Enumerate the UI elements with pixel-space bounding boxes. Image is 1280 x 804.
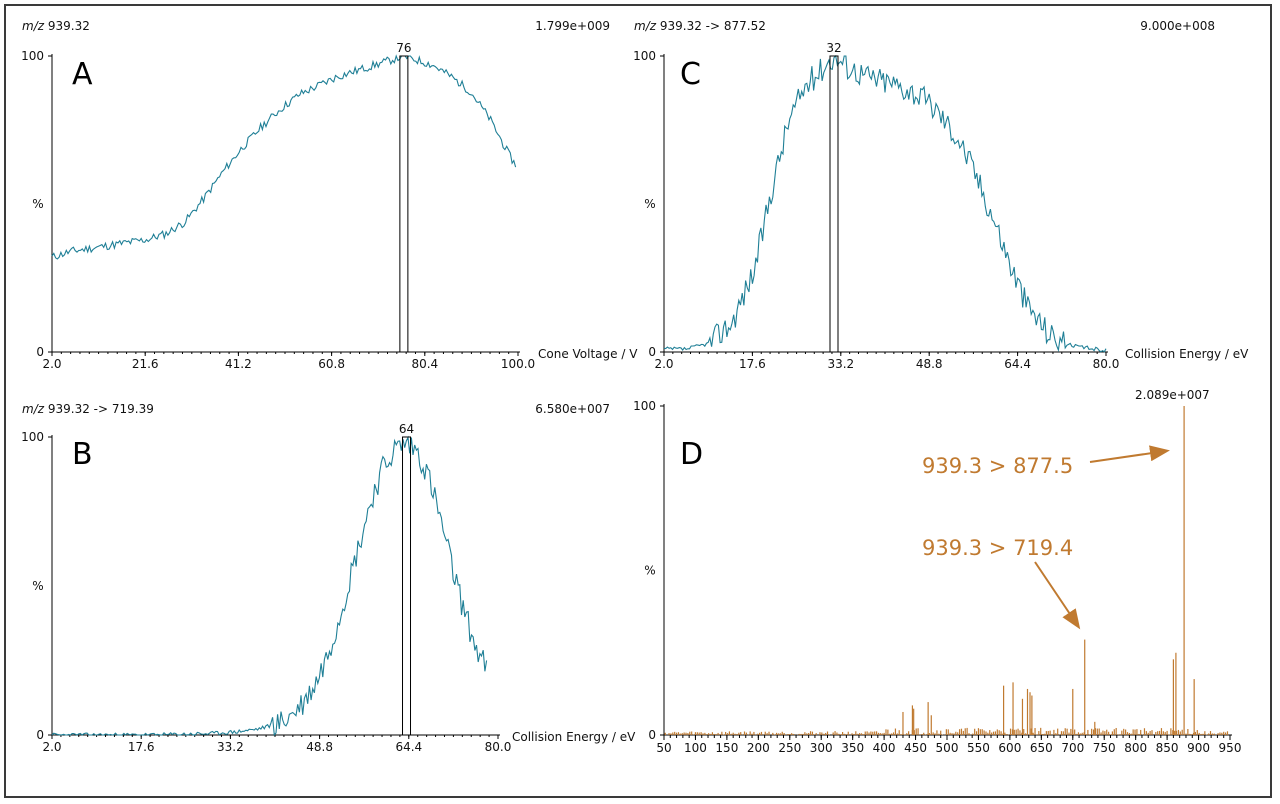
- chart-header-value: 939.32 -> 877.52: [656, 19, 766, 33]
- chart-header-title: m/z 939.32 -> 719.39: [22, 402, 154, 416]
- annotation-transition-877: 939.3 > 877.5: [922, 454, 1073, 478]
- peak-selection-box: [829, 55, 839, 353]
- y-tick-label: 100: [21, 49, 44, 63]
- chart-panel-b: m/z 939.32 -> 719.39 6.580e+007 B 0 100% 2.0 1…: [21, 402, 636, 754]
- x-tick-label: 850: [1156, 741, 1179, 755]
- series-trace: [663, 54, 1107, 353]
- x-tick-label: 80.0: [485, 740, 512, 754]
- y-tick-label: 0: [648, 728, 656, 742]
- y-axis-label: %: [32, 197, 43, 211]
- mz-label: m/z: [634, 19, 657, 33]
- chart-header-title: m/z 939.32 -> 877.52: [634, 19, 766, 33]
- x-tick-label: 100: [684, 741, 707, 755]
- peak-selection-box: [399, 55, 409, 353]
- mz-label: m/z: [22, 402, 45, 416]
- x-tick-label: 64.4: [1004, 357, 1031, 371]
- x-tick-label: 550: [967, 741, 990, 755]
- chart-panel-d: 2.089e+007 D 0 100% 50 100 150 200 250 300 350 400 4…: [633, 388, 1241, 755]
- peak-label: 32: [826, 41, 841, 55]
- chart-panel-c: m/z 939.32 -> 877.52 9.000e+008 C 0 100% 2.0 1…: [633, 19, 1249, 371]
- y-axis-label: %: [644, 197, 655, 211]
- x-tick-label: 50: [656, 741, 671, 755]
- panel-letter: A: [72, 57, 93, 92]
- annotation-arrow-719: [1034, 561, 1081, 630]
- peak-label: 64: [399, 422, 414, 436]
- mz-label: m/z: [22, 19, 45, 33]
- chart-intensity-label: 2.089e+007: [1135, 388, 1210, 402]
- x-tick-label: 350: [841, 741, 864, 755]
- y-axis-label: %: [32, 579, 43, 593]
- x-axis-label: Collision Energy / eV: [1125, 347, 1249, 361]
- x-tick-label: 650: [1030, 741, 1053, 755]
- y-tick-label: 100: [21, 430, 44, 444]
- series-trace: [51, 435, 488, 737]
- x-tick-label: 2.0: [654, 357, 673, 371]
- x-tick-label: 600: [998, 741, 1021, 755]
- panel-letter: D: [680, 437, 703, 472]
- x-tick-label: 17.6: [128, 740, 155, 754]
- x-tick-label: 750: [1093, 741, 1116, 755]
- x-tick-label: 100.0: [501, 357, 535, 371]
- panel-letter: C: [680, 57, 701, 92]
- x-axis-label: Cone Voltage / V: [538, 347, 638, 361]
- x-tick-label: 48.8: [306, 740, 333, 754]
- y-tick-label: 0: [648, 345, 656, 359]
- x-tick-label: 21.6: [132, 357, 159, 371]
- x-tick-label: 17.6: [739, 357, 766, 371]
- x-tick-label: 950: [1219, 741, 1242, 755]
- chart-panel-a: m/z 939.32 1.799e+009 A 0 100% 2.0 21.6 41.2 60.…: [21, 19, 638, 371]
- y-axis-label: %: [644, 564, 655, 578]
- x-tick-label: 900: [1187, 741, 1210, 755]
- x-tick-label: 500: [936, 741, 959, 755]
- x-tick-label: 80.0: [1093, 357, 1120, 371]
- x-tick-label: 2.0: [42, 357, 61, 371]
- panel-letter: B: [72, 437, 93, 472]
- chart-intensity-label: 6.580e+007: [535, 402, 610, 416]
- x-tick-label: 64.4: [395, 740, 422, 754]
- x-tick-label: 250: [778, 741, 801, 755]
- x-tick-label: 41.2: [225, 357, 252, 371]
- series-trace: [51, 54, 517, 260]
- x-tick-label: 33.2: [827, 357, 854, 371]
- x-tick-label: 400: [873, 741, 896, 755]
- annotation-arrow-877: [1089, 445, 1170, 463]
- x-tick-label: 450: [904, 741, 927, 755]
- chart-header-value: 939.32: [44, 19, 90, 33]
- figure-frame: [4, 4, 1272, 798]
- x-tick-label: 800: [1124, 741, 1147, 755]
- chart-header-title: m/z 939.32: [22, 19, 90, 33]
- y-tick-label: 0: [36, 728, 44, 742]
- peak-selection-box: [402, 436, 412, 736]
- x-tick-label: 150: [715, 741, 738, 755]
- x-tick-label: 300: [810, 741, 833, 755]
- x-tick-label: 80.4: [411, 357, 438, 371]
- chart-intensity-label: 9.000e+008: [1140, 19, 1215, 33]
- x-tick-label: 200: [747, 741, 770, 755]
- chart-intensity-label: 1.799e+009: [535, 19, 610, 33]
- y-tick-label: 0: [36, 345, 44, 359]
- y-tick-label: 100: [633, 49, 656, 63]
- x-tick-label: 33.2: [217, 740, 244, 754]
- annotation-transition-719: 939.3 > 719.4: [922, 536, 1073, 560]
- peak-label: 76: [396, 41, 411, 55]
- y-tick-label: 100: [633, 399, 656, 413]
- x-tick-label: 48.8: [916, 357, 943, 371]
- x-tick-label: 2.0: [42, 740, 61, 754]
- chart-header-value: 939.32 -> 719.39: [44, 402, 154, 416]
- x-tick-label: 700: [1061, 741, 1084, 755]
- x-axis-label: Collision Energy / eV: [512, 730, 636, 744]
- x-tick-label: 60.8: [318, 357, 345, 371]
